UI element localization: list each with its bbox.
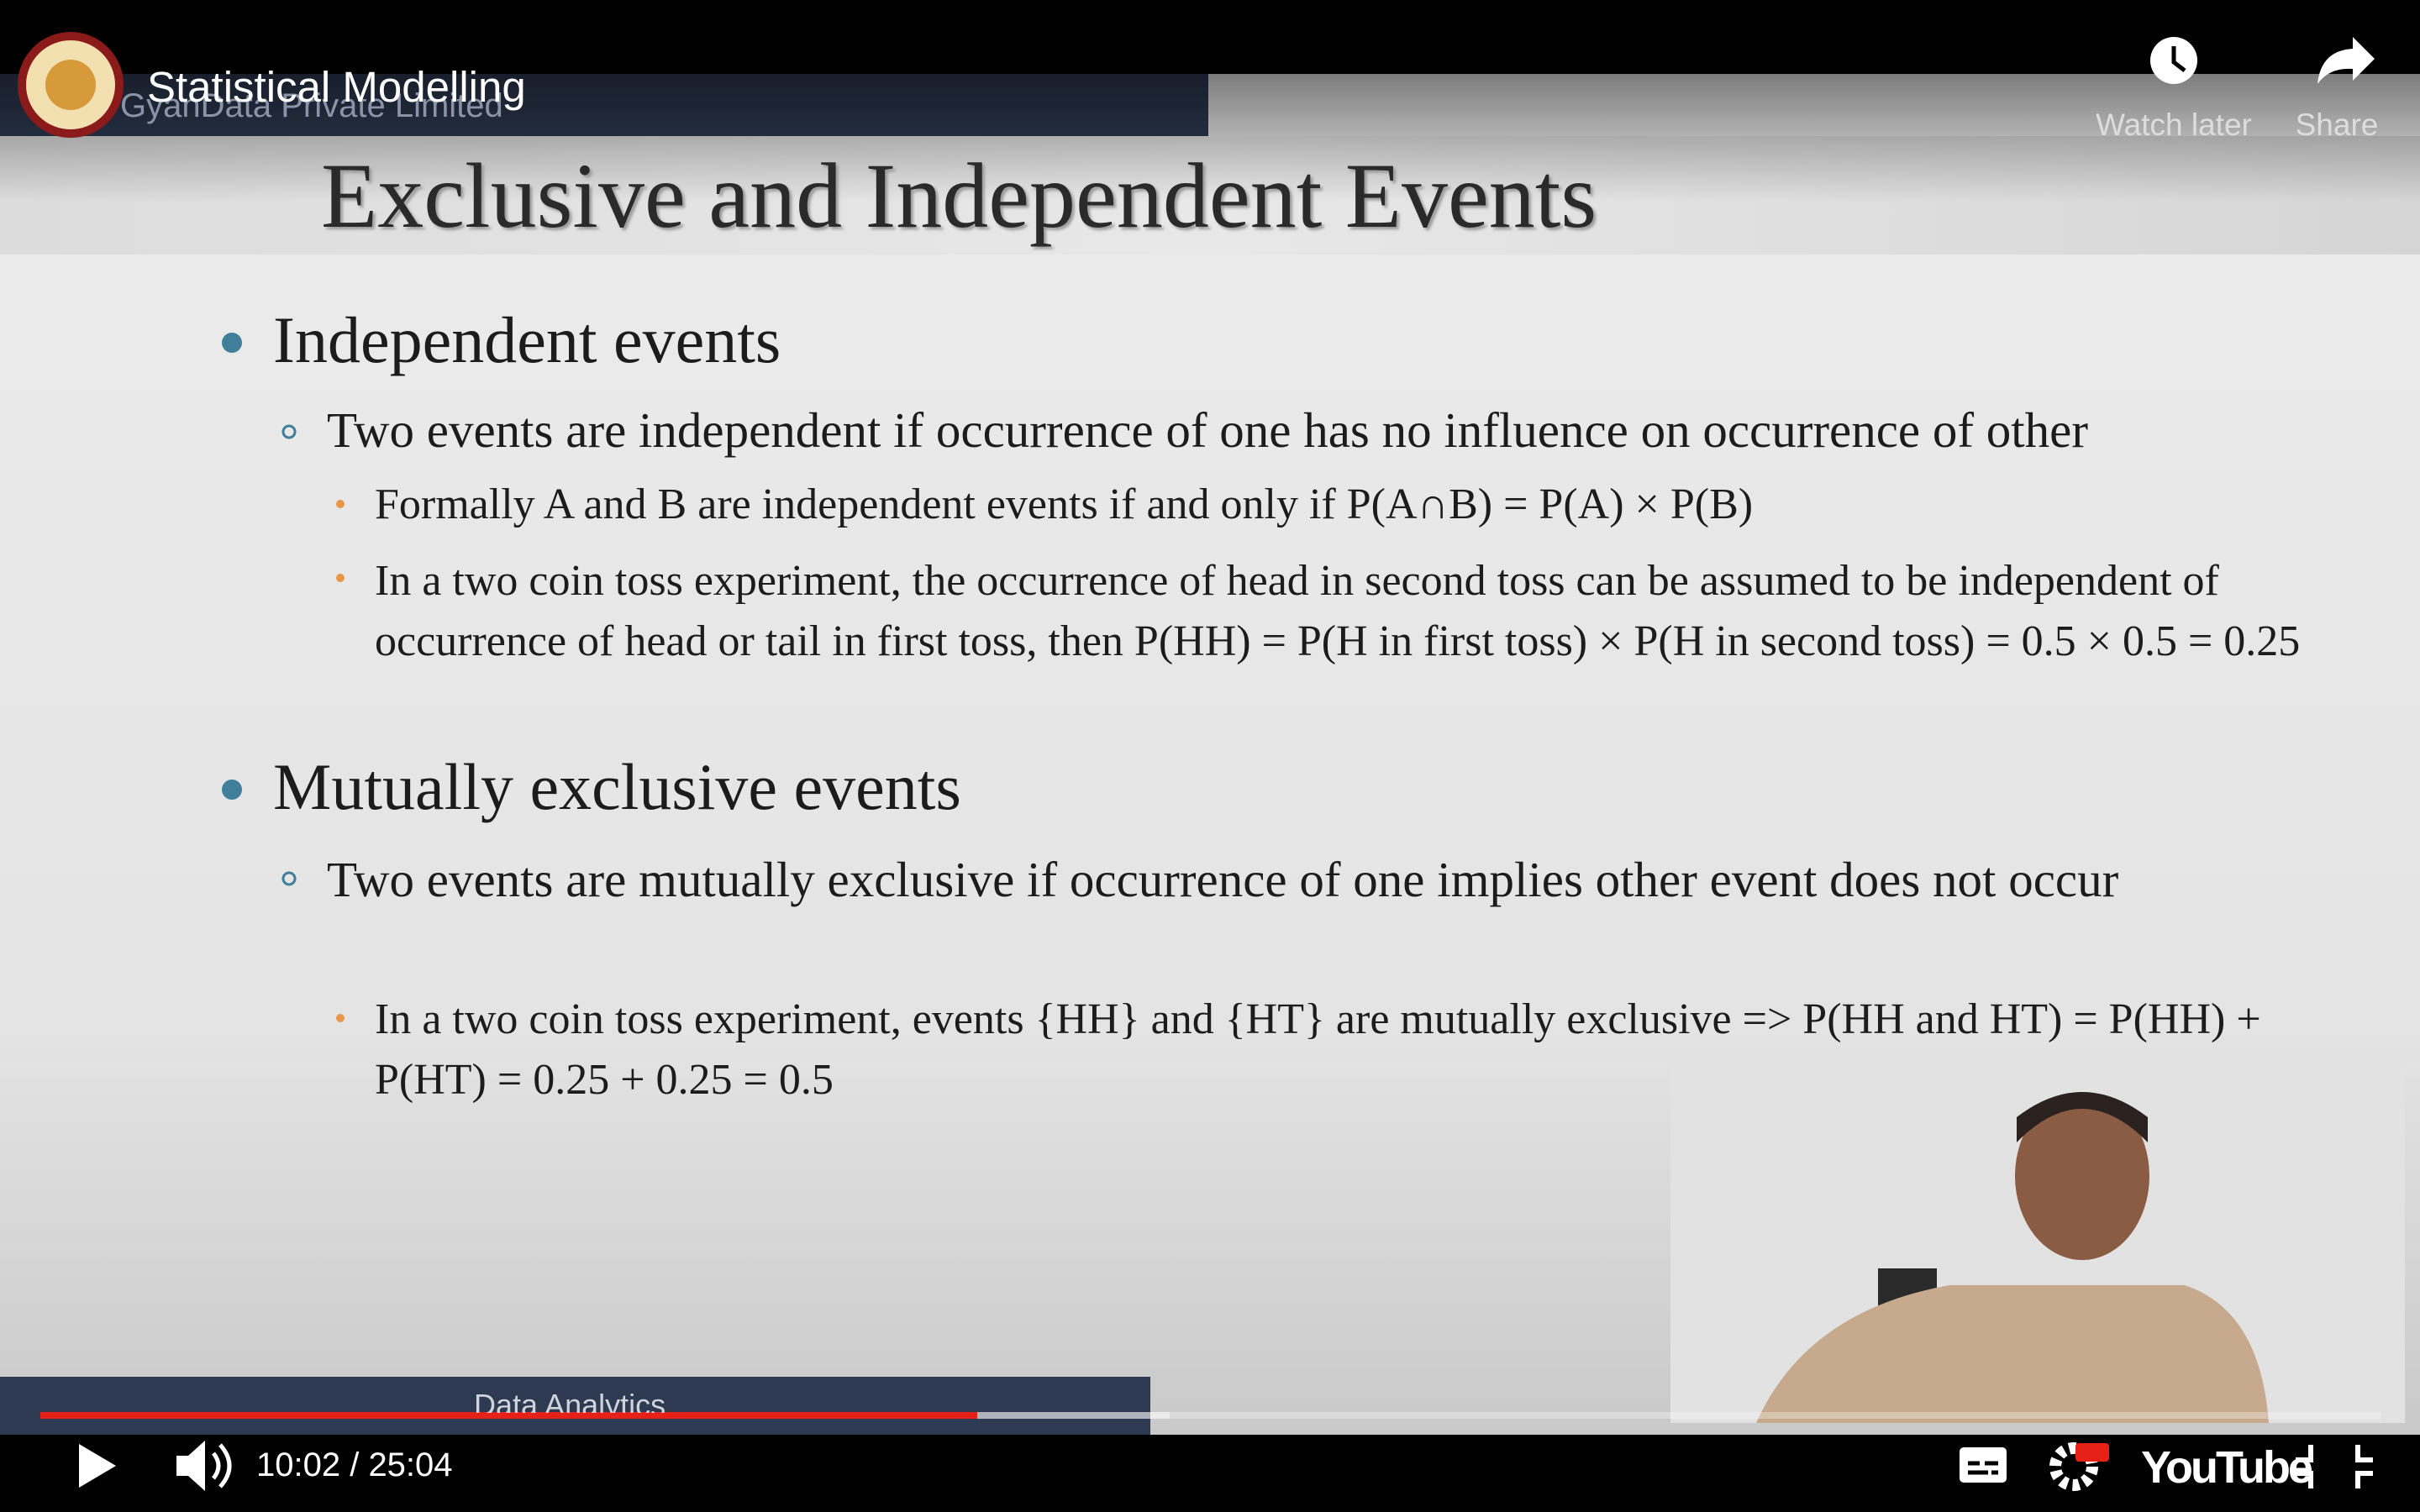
bullet	[281, 871, 297, 886]
play-button[interactable]	[79, 1444, 116, 1488]
clock-hands	[2171, 46, 2186, 72]
bullet	[336, 500, 345, 508]
slide-footer-band	[0, 1377, 1150, 1435]
captions-lines	[1968, 1461, 1998, 1475]
exit-fullscreen-button[interactable]	[2296, 1445, 2373, 1488]
watch-later-label[interactable]: Watch later	[2096, 108, 2252, 142]
settings-button[interactable]	[2049, 1442, 2098, 1491]
presenter-head	[2015, 1092, 2149, 1260]
slide-title: Exclusive and Independent Events	[321, 144, 1597, 247]
captions-button[interactable]	[1960, 1447, 2007, 1483]
volume-waves	[211, 1443, 232, 1488]
slide-footer: Data Analytics	[474, 1388, 666, 1413]
presenter-body	[1756, 1285, 2269, 1423]
bullet	[281, 424, 297, 439]
youtube-logo[interactable]: YouTube	[2141, 1442, 2313, 1493]
share-icon[interactable]	[2317, 37, 2375, 84]
share-label[interactable]: Share	[2295, 108, 2379, 142]
detail: In a two coin toss experiment, events {H…	[375, 995, 2261, 1104]
point: Two events are mutually exclusive if occ…	[327, 852, 2119, 907]
bullet	[222, 780, 242, 800]
progress-track[interactable]	[40, 1412, 2381, 1419]
progress-played	[40, 1412, 977, 1419]
volume-button[interactable]	[176, 1441, 205, 1491]
top-gradient	[0, 0, 2420, 202]
detail: Formally A and B are independent events …	[375, 480, 1754, 528]
control-bar	[0, 1435, 2420, 1512]
watermark: GyanData Private Limited	[120, 87, 503, 124]
bullet	[336, 574, 345, 582]
point: Two events are independent if occurrence…	[327, 402, 2088, 458]
section-heading: Mutually exclusive events	[273, 750, 961, 823]
presenter-hair	[2017, 1092, 2148, 1142]
bullet	[336, 1014, 345, 1022]
section-heading: Independent events	[273, 303, 781, 376]
video-title[interactable]: Statistical Modelling	[147, 63, 526, 111]
detail: In a two coin toss experiment, the occur…	[375, 557, 2301, 665]
logo-inner	[45, 60, 96, 110]
time-display: 10:02 / 25:04	[256, 1446, 453, 1483]
hd-badge	[2075, 1443, 2109, 1462]
bullet	[222, 333, 242, 353]
